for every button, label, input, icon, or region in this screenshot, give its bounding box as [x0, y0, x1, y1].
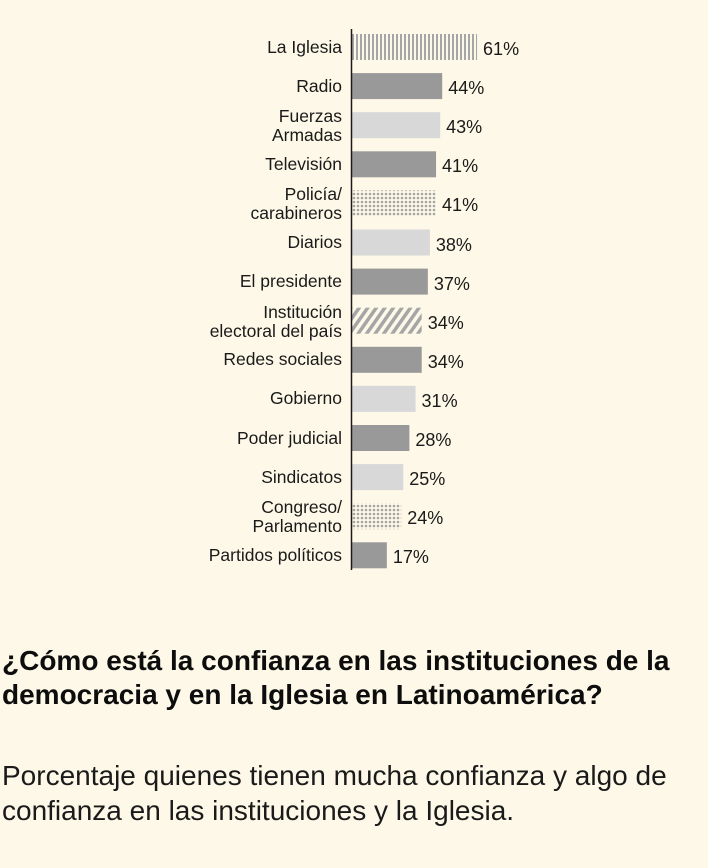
category-label-3: Televisión	[265, 153, 342, 174]
bar-1	[352, 73, 443, 100]
bar-9	[352, 385, 416, 412]
value-label-5: 38%	[435, 234, 472, 255]
bars-group	[352, 34, 478, 569]
category-label-11: Sindicatos	[261, 466, 342, 487]
bar-11	[352, 464, 404, 491]
value-label-0: 61%	[483, 39, 520, 59]
bar-5	[352, 229, 430, 256]
category-label-4: Policía/ carabineros	[250, 184, 342, 224]
category-label-13: Partidos políticos	[208, 544, 342, 565]
bar-10	[352, 425, 410, 451]
category-label-8: Redes sociales	[223, 349, 342, 370]
value-label-6: 37%	[433, 273, 470, 294]
category-label-6: El presidente	[239, 271, 342, 292]
bar-0	[352, 34, 478, 60]
bar-4	[352, 190, 437, 217]
value-label-3: 41%	[442, 156, 479, 177]
value-label-7: 34%	[427, 312, 464, 333]
bar-chart	[350, 29, 478, 570]
chart-area: La Iglesia 61% Radio 44% Fuerzas Armadas 43% T…	[208, 29, 520, 570]
category-label-12: Congreso/ Parlamento	[252, 497, 343, 537]
category-label-0: La Iglesia	[267, 36, 342, 57]
bar-2	[352, 112, 441, 139]
value-label-4: 41%	[442, 195, 479, 216]
category-label-10: Poder judicial	[236, 427, 342, 448]
category-label-5: Diarios	[287, 232, 342, 252]
category-label-2: Fuerzas Armadas	[271, 106, 342, 146]
bar-8	[352, 346, 422, 373]
bar-12	[352, 503, 402, 530]
chart-subtitle: Porcentaje quienes tienen mucha confianz…	[2, 760, 667, 826]
value-label-1: 44%	[448, 78, 485, 99]
bar-13	[352, 542, 387, 569]
value-label-12: 24%	[407, 508, 444, 529]
bar-3	[352, 151, 437, 178]
category-label-1: Radio	[296, 75, 342, 96]
value-label-11: 25%	[409, 469, 446, 490]
chart-title: ¿Cómo está la confianza en las instituci…	[2, 645, 670, 710]
value-label-8: 34%	[427, 351, 464, 372]
value-label-9: 31%	[421, 390, 458, 411]
bar-6	[352, 268, 428, 295]
value-label-13: 17%	[392, 547, 429, 568]
category-label-7: Institución electoral del país	[209, 301, 342, 341]
bar-7	[352, 307, 422, 334]
category-label-9: Gobierno	[270, 388, 342, 409]
value-label-2: 43%	[446, 117, 483, 138]
value-label-10: 28%	[415, 430, 452, 450]
